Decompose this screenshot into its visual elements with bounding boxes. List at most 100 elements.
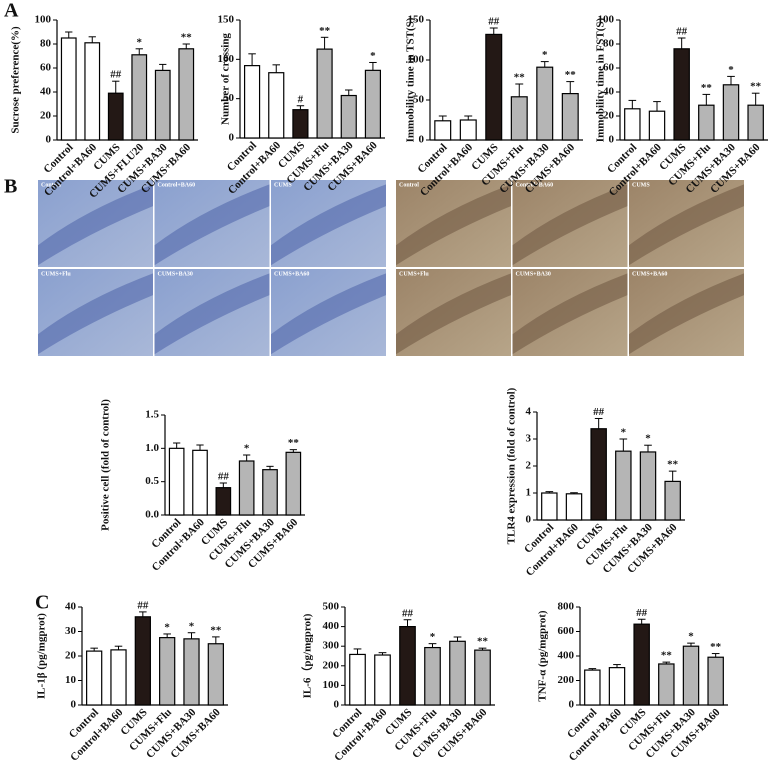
bar (648, 110, 666, 141)
micrograph-label: Control+BA60 (516, 182, 554, 188)
significance-label: ** (319, 25, 331, 37)
significance-label: * (542, 49, 548, 61)
tissue-band (38, 184, 153, 266)
significance-label: * (164, 621, 170, 633)
y-tick-label: 0.0 (145, 509, 159, 521)
y-tick-label: 100 (218, 53, 235, 65)
y-tick-label: 60 (40, 62, 52, 74)
y-tick-label: 300 (323, 640, 340, 652)
y-tick-label: 80 (40, 38, 52, 50)
significance-label: ** (565, 69, 577, 81)
bar (565, 493, 583, 521)
significance-label: ** (288, 437, 300, 449)
significance-label: * (645, 433, 651, 445)
bar (658, 663, 675, 706)
y-tick-label: 0 (71, 699, 77, 711)
y-tick-label: 40 (40, 86, 52, 98)
bar (664, 480, 681, 521)
significance-label: ** (701, 82, 713, 94)
y-tick-label: 0 (334, 699, 340, 711)
significance-label: ## (636, 607, 648, 619)
bar (624, 108, 641, 141)
tissue-band (271, 184, 386, 266)
micrograph-label: CUMS+BA30 (158, 271, 193, 277)
significance-label: * (244, 443, 250, 455)
bar (60, 37, 77, 141)
significance-label: * (370, 50, 376, 62)
micrograph-label: Control+BA60 (158, 182, 196, 188)
bar (536, 66, 554, 141)
y-tick-label: 20 (603, 110, 615, 122)
tissue-band (629, 273, 744, 355)
significance-label: # (298, 93, 304, 105)
significance-label: ## (488, 16, 500, 28)
y-axis-label: TLR4 expression (fold of control) (506, 387, 518, 544)
bar (474, 649, 491, 706)
y-axis-label: Number of crossing (220, 33, 232, 125)
micrograph-label: CUMS (274, 182, 292, 188)
bar (262, 469, 278, 516)
y-tick-label: 150 (408, 14, 425, 26)
bar (285, 451, 302, 516)
bar (154, 69, 171, 141)
bar (134, 616, 151, 706)
tissue-band (512, 184, 628, 266)
y-tick-label: 400 (323, 620, 340, 632)
significance-label: * (189, 620, 195, 632)
significance-label: ## (402, 607, 414, 619)
micrograph-label: CUMS+BA60 (274, 271, 309, 277)
bar (399, 625, 416, 706)
significance-label: ** (210, 624, 222, 636)
micrograph-label: CUMS (632, 182, 650, 188)
bar (110, 649, 127, 706)
y-tick-label: 1 (526, 487, 532, 499)
significance-label: * (621, 427, 627, 439)
bar (268, 72, 285, 139)
bar (178, 48, 195, 141)
significance-label: * (688, 631, 694, 643)
bar (364, 69, 382, 139)
significance-label: ** (477, 636, 489, 648)
significance-label: ## (110, 69, 122, 81)
significance-label: ** (514, 72, 526, 84)
y-tick-label: 50 (413, 94, 425, 106)
bar (449, 640, 466, 706)
bar (673, 48, 690, 141)
bar (424, 646, 441, 706)
bar (340, 94, 357, 139)
bar (722, 84, 740, 141)
y-tick-label: 0.5 (145, 475, 159, 487)
bar (608, 667, 626, 706)
y-tick-label: 0 (229, 132, 235, 144)
bar (590, 428, 607, 521)
significance-label: ** (661, 650, 673, 662)
significance-label: * (137, 36, 143, 48)
y-axis-label: TNF-α (pg/mgprot) (537, 610, 549, 702)
y-tick-label: 40 (65, 601, 77, 613)
y-tick-label: 1.5 (145, 409, 159, 421)
tissue-band (396, 273, 511, 355)
tissue-band (271, 273, 386, 355)
bar (747, 104, 764, 141)
bar (292, 109, 309, 139)
y-tick-label: 4 (526, 406, 532, 418)
panel-label: C (35, 592, 49, 614)
bar (215, 487, 232, 516)
bar (316, 48, 333, 139)
bar (84, 42, 101, 141)
bar (698, 104, 715, 141)
y-tick-label: 100 (598, 14, 615, 26)
y-tick-label: 80 (603, 38, 615, 50)
micrograph-label: CUMS+Flu (41, 271, 71, 277)
bar (207, 643, 224, 706)
significance-label: ** (667, 459, 679, 471)
significance-label: ## (137, 599, 149, 611)
bar (615, 450, 632, 521)
bar (238, 460, 255, 516)
y-tick-label: 500 (323, 601, 340, 613)
y-tick-label: 1.0 (145, 442, 159, 454)
y-axis-label: Immobility time in FST(S) (595, 17, 607, 142)
bar (541, 492, 558, 521)
significance-label: ## (593, 406, 605, 418)
